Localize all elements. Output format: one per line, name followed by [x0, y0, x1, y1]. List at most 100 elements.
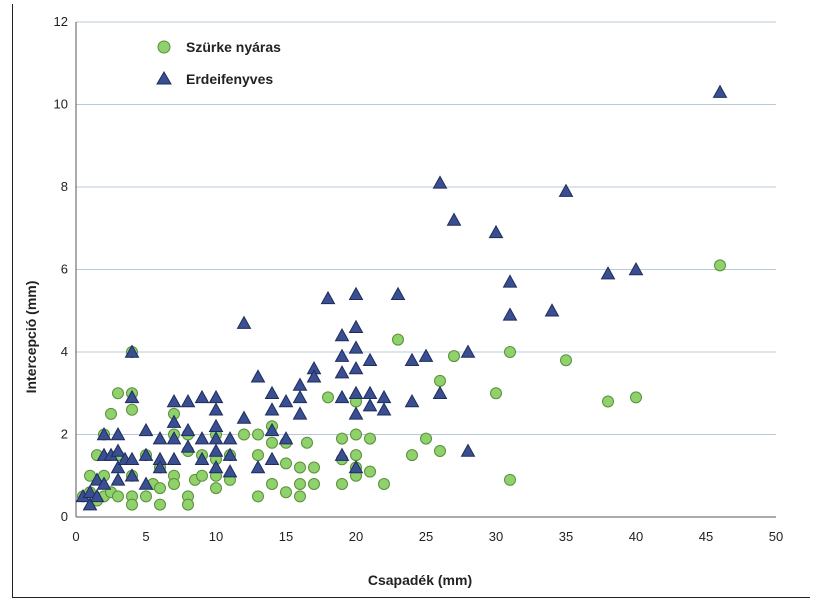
point-triangle [334, 389, 350, 404]
point-triangle [348, 385, 364, 399]
point-triangle [180, 422, 196, 437]
point-triangle [432, 175, 448, 189]
point-triangle [208, 459, 224, 474]
point-triangle [376, 389, 392, 404]
point-circle [602, 395, 614, 408]
point-circle [154, 482, 166, 495]
point-triangle [418, 348, 434, 362]
point-circle [301, 436, 313, 449]
point-circle [490, 387, 502, 400]
point-triangle [166, 451, 182, 465]
point-circle [504, 473, 516, 486]
y-axis-title: Intercepció (mm) [23, 281, 39, 394]
x-tick-label: 0 [72, 529, 79, 544]
point-triangle [110, 472, 126, 486]
point-triangle [404, 393, 420, 408]
point-triangle [712, 84, 728, 98]
point-circle [448, 350, 460, 363]
x-tick-label: 30 [489, 529, 503, 544]
point-circle [196, 469, 208, 482]
point-circle [266, 478, 278, 490]
point-triangle [138, 422, 154, 437]
point-circle [182, 498, 194, 511]
point-triangle [124, 468, 140, 482]
point-triangle [460, 344, 476, 358]
y-tick-label: 4 [61, 344, 68, 359]
point-circle [560, 354, 572, 367]
point-triangle [96, 476, 112, 490]
gridlines [76, 21, 776, 435]
point-triangle [334, 447, 350, 461]
point-triangle [292, 377, 308, 391]
point-circle [630, 391, 642, 404]
point-triangle [89, 488, 105, 503]
point-triangle [166, 393, 182, 408]
x-tick-label: 40 [629, 529, 643, 544]
legend: Szürke nyáras Erdeifenyves [156, 39, 281, 87]
point-triangle [334, 348, 350, 362]
x-tick-label: 5 [142, 529, 149, 544]
y-tick-label: 6 [61, 262, 68, 277]
point-circle [294, 461, 306, 474]
point-circle [252, 428, 264, 441]
point-triangle [390, 286, 406, 300]
point-triangle [362, 398, 378, 412]
point-triangle [558, 183, 574, 197]
point-triangle [404, 352, 420, 366]
point-triangle [208, 389, 224, 404]
point-triangle [320, 290, 336, 305]
point-triangle [264, 385, 280, 399]
point-circle [210, 482, 222, 495]
point-triangle [292, 389, 308, 404]
legend-label-series-2: Erdeifenyves [186, 71, 273, 87]
point-triangle [334, 365, 350, 379]
point-circle [105, 407, 117, 420]
x-tick-label: 15 [279, 529, 293, 544]
point-triangle [460, 443, 476, 457]
point-triangle [208, 418, 224, 432]
x-tick-label: 45 [699, 529, 713, 544]
point-triangle [362, 385, 378, 399]
point-triangle [208, 402, 224, 416]
point-circle [504, 346, 516, 358]
point-triangle [348, 360, 364, 375]
point-triangle [110, 426, 126, 441]
point-circle [336, 478, 348, 490]
point-triangle [208, 443, 224, 457]
point-triangle [180, 393, 196, 408]
x-tick-label: 20 [349, 529, 363, 544]
point-triangle [124, 451, 140, 465]
point-triangle [166, 431, 182, 445]
point-circle [140, 490, 152, 503]
axes [75, 22, 776, 518]
point-circle [280, 457, 292, 470]
point-circle [168, 478, 180, 490]
point-triangle [124, 344, 140, 358]
point-triangle [222, 431, 238, 445]
point-triangle [348, 459, 364, 474]
point-circle [238, 428, 250, 441]
point-triangle [166, 414, 182, 428]
point-triangle [306, 369, 322, 383]
point-triangle [96, 426, 112, 441]
legend-label-series-1: Szürke nyáras [186, 39, 281, 55]
x-tick-label: 25 [419, 529, 433, 544]
y-tick-label: 10 [54, 97, 68, 112]
point-triangle [222, 464, 238, 478]
point-circle [112, 490, 124, 503]
y-tick-label: 2 [61, 427, 68, 442]
point-circle [126, 403, 138, 416]
point-triangle [264, 451, 280, 465]
point-triangle [236, 410, 252, 424]
point-triangle [292, 406, 308, 420]
point-triangle [152, 431, 168, 445]
point-triangle [82, 497, 98, 511]
point-triangle [362, 352, 378, 366]
point-triangle [194, 431, 210, 445]
legend-marker-circle [157, 40, 171, 54]
point-triangle [544, 303, 560, 317]
point-circle [252, 490, 264, 503]
point-triangle [250, 369, 266, 383]
point-circle [154, 498, 166, 511]
point-triangle [348, 406, 364, 420]
